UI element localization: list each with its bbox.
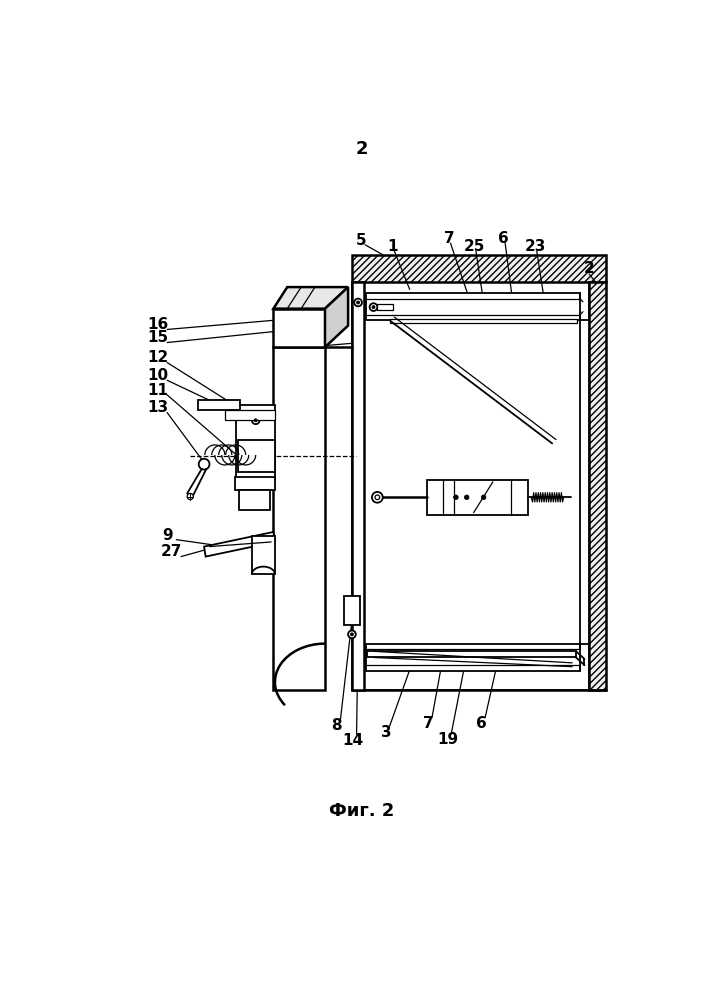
Text: 8: 8 [332, 718, 342, 733]
Text: Фиг. 2: Фиг. 2 [329, 802, 395, 820]
Circle shape [187, 493, 193, 500]
Text: 25: 25 [464, 239, 485, 254]
Circle shape [254, 419, 257, 422]
Text: 15: 15 [147, 330, 168, 345]
Text: 2: 2 [584, 261, 595, 276]
Circle shape [348, 631, 356, 638]
Polygon shape [589, 282, 606, 690]
Bar [274, 309, 325, 347]
Text: 2: 2 [356, 140, 368, 158]
Text: 6: 6 [498, 231, 509, 246]
Bar [252, 536, 275, 574]
Bar [225, 410, 275, 420]
Circle shape [354, 299, 362, 306]
Polygon shape [368, 651, 576, 657]
Text: 12: 12 [147, 350, 168, 365]
Text: 11: 11 [147, 383, 168, 398]
Polygon shape [204, 532, 275, 557]
Polygon shape [352, 255, 606, 282]
Bar [236, 405, 275, 480]
Circle shape [372, 492, 382, 503]
Circle shape [454, 495, 458, 500]
Bar [235, 477, 275, 490]
Text: 23: 23 [525, 239, 546, 254]
Text: 1: 1 [387, 239, 398, 254]
Text: 3: 3 [380, 725, 391, 740]
Bar [428, 480, 527, 515]
Text: 6: 6 [476, 716, 486, 731]
Polygon shape [274, 287, 348, 309]
Bar [378, 304, 393, 310]
Text: 9: 9 [162, 528, 173, 543]
Circle shape [199, 459, 209, 470]
Bar [580, 320, 589, 644]
Text: 19: 19 [437, 732, 458, 747]
Circle shape [372, 306, 375, 309]
Bar [238, 440, 275, 472]
Text: 5: 5 [356, 233, 366, 248]
Bar [352, 282, 364, 690]
Circle shape [356, 301, 360, 304]
Polygon shape [390, 319, 577, 323]
Bar [274, 347, 325, 690]
Bar [366, 644, 580, 671]
Text: 14: 14 [342, 733, 363, 748]
Circle shape [370, 303, 378, 311]
Circle shape [252, 416, 259, 424]
Text: 10: 10 [147, 368, 168, 383]
Text: 27: 27 [161, 544, 182, 559]
Bar [366, 293, 580, 320]
Bar [239, 490, 269, 510]
Text: 7: 7 [444, 231, 455, 246]
Text: 7: 7 [423, 716, 433, 731]
Text: 13: 13 [147, 400, 168, 415]
Bar [198, 400, 240, 410]
Circle shape [375, 495, 380, 500]
Bar [352, 282, 589, 690]
Circle shape [351, 633, 354, 636]
Circle shape [464, 495, 469, 500]
Text: 16: 16 [147, 317, 168, 332]
Bar [344, 596, 360, 625]
Polygon shape [325, 287, 348, 347]
Circle shape [481, 495, 486, 500]
